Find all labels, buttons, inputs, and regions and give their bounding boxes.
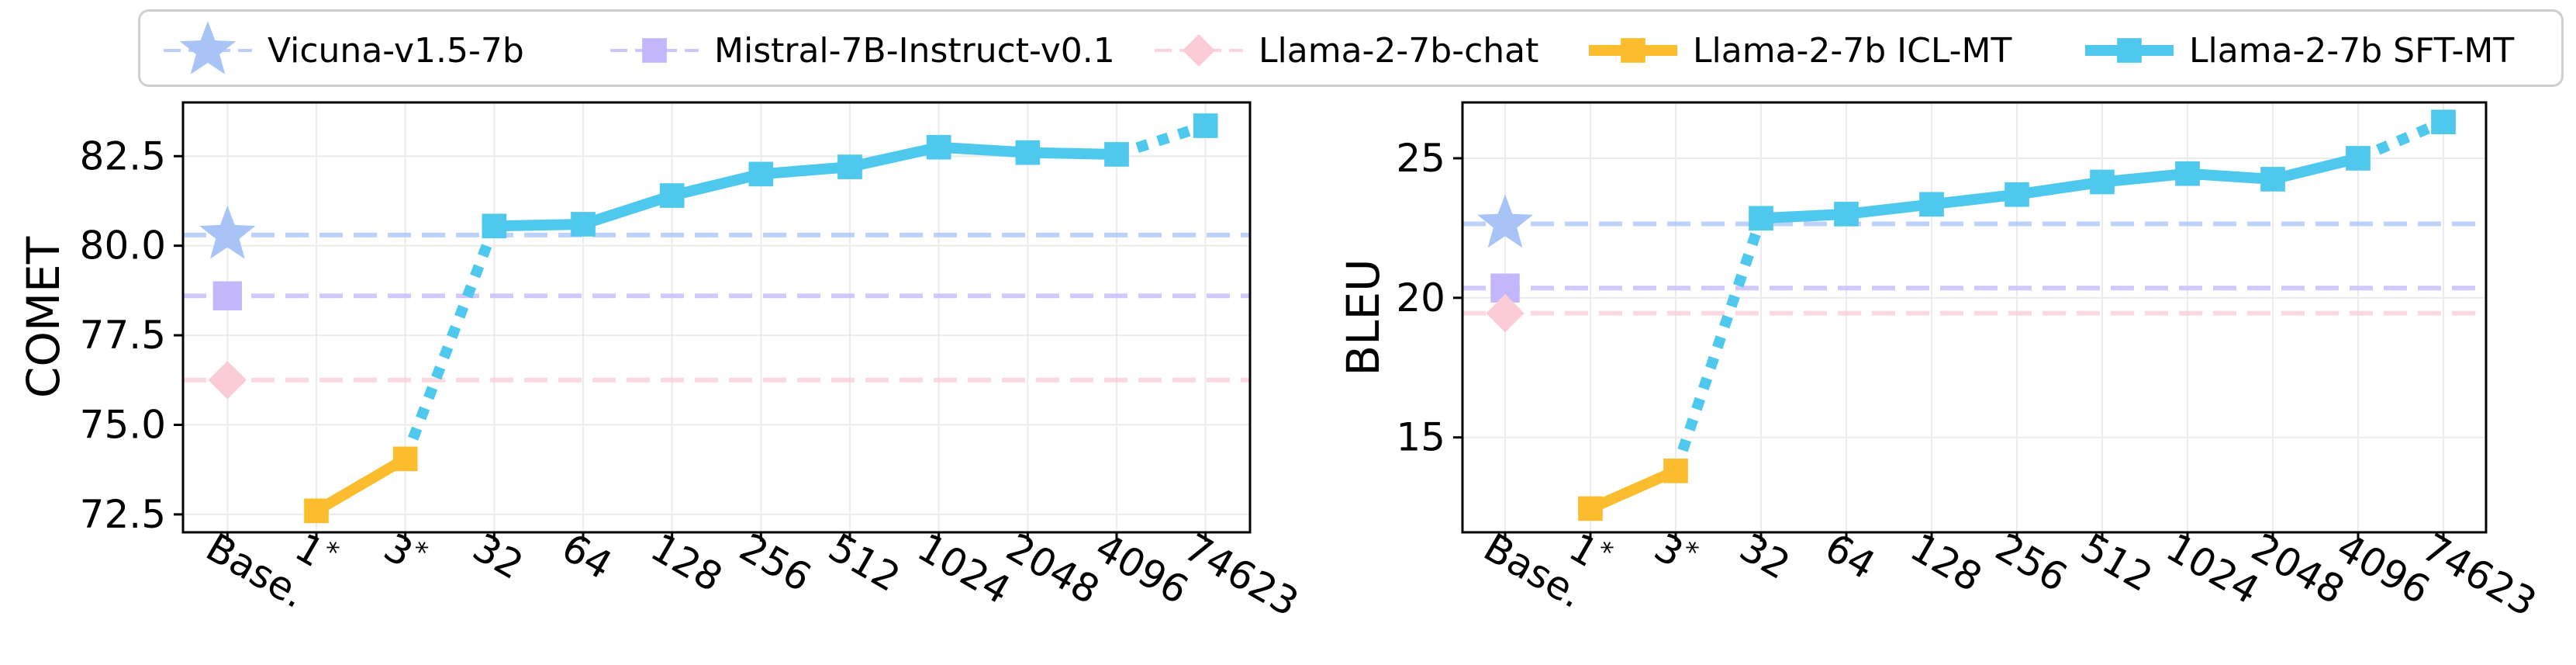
legend-label: Mistral-7B-Instruct-v0.1: [714, 30, 1115, 71]
y-axis-label: BLEU: [1337, 258, 1390, 376]
legend-marker-square-icon: [1589, 38, 1677, 63]
y-tick-label: 80.0: [80, 223, 166, 268]
legend-item-llama-2-7b-icl-mt: Llama-2-7b ICL-MT: [1583, 12, 2011, 89]
point-sft-mt: [1749, 206, 1773, 231]
y-tick-label: 25: [1396, 136, 1445, 181]
sft-last-dotted: [2356, 116, 2446, 164]
y-axis-label: COMET: [17, 236, 70, 398]
baseline-marker-mistral-7b-instruct-v0-1: [212, 281, 243, 311]
point-sft-mt: [837, 154, 862, 179]
x-tick-label: 2048: [2244, 525, 2352, 613]
x-tick-label: 1024: [2159, 525, 2267, 613]
plot-frame: [1461, 101, 2488, 534]
point-sft-mt: [1104, 142, 1129, 167]
x-tick-label: 256: [1988, 525, 2075, 601]
legend-marker-square-icon: [2085, 38, 2174, 63]
legend-marker-shape: [1621, 38, 1645, 63]
x-tick-label: 1024: [910, 525, 1017, 613]
point-sft-mt: [2005, 182, 2029, 207]
series-line-llama-2-7b-sft-mt: [494, 141, 1117, 232]
legend-marker-diamond-icon: [1155, 34, 1243, 67]
y-tick-label: 77.5: [80, 313, 166, 358]
legend-marker-shape: [2117, 38, 2142, 63]
y-tick-label: 20: [1396, 275, 1445, 320]
baseline-marker-llama-2-7b-chat: [1486, 293, 1525, 333]
sft-connector-dotted: [1670, 216, 1766, 473]
point-sft-mt: [1919, 192, 1944, 217]
point-icl-mt: [1578, 496, 1603, 521]
tick-superscript: *: [406, 535, 433, 568]
point-sft-mt: [482, 213, 507, 239]
tick-superscript: *: [1591, 535, 1618, 568]
y-tick-label: 82.5: [80, 133, 166, 178]
point-sft-mt: [926, 134, 951, 160]
legend-label: Llama-2-7b-chat: [1259, 30, 1539, 71]
legend-item-llama-2-7b-chat: Llama-2-7b-chat: [1148, 12, 1538, 89]
legend-marker-star-icon: [164, 21, 252, 74]
point-sft-mt: [2346, 146, 2371, 171]
x-tick-label: 128: [1903, 525, 1990, 601]
point-sft-mt: [1834, 202, 1859, 227]
point-icl-mt: [1663, 459, 1688, 483]
legend-label: Llama-2-7b SFT-MT: [2189, 30, 2515, 71]
legend-marker-square-icon: [610, 38, 699, 63]
tick-superscript: *: [1676, 535, 1704, 568]
x-tick-label: 128: [643, 525, 730, 601]
point-sft-mt: [1193, 113, 1218, 138]
series-line-llama-2-7b-icl-mt: [313, 454, 409, 516]
y-tick-label: 75.0: [80, 403, 166, 448]
legend-marker-shape: [642, 38, 667, 63]
sft-last-dotted: [1114, 120, 1207, 160]
sft-connector-dotted: [400, 223, 499, 461]
legend-item-llama-2-7b-sft-mt: Llama-2-7b SFT-MT: [2079, 12, 2514, 89]
x-tick-label: 64: [1818, 525, 1883, 588]
plot-frame: [181, 101, 1252, 534]
baseline-marker-vicuna-v1-5-7b: [1476, 194, 1534, 248]
x-tick-label: 4096: [1088, 525, 1196, 613]
x-tick-label: 32: [1732, 525, 1797, 588]
legend: Vicuna-v1.5-7b Mistral-7B-Instruct-v0.1 Ll…: [138, 9, 2564, 87]
series-line-llama-2-7b-sft-mt: [1760, 153, 2360, 224]
legend-label: Vicuna-v1.5-7b: [268, 30, 524, 71]
point-sft-mt: [748, 161, 774, 187]
point-sft-mt: [571, 212, 596, 237]
x-tick-label: 2048: [999, 525, 1107, 613]
point-sft-mt: [2090, 169, 2115, 195]
legend-marker-shape: [1183, 34, 1215, 67]
point-sft-mt: [659, 183, 685, 208]
x-tick-label: 4096: [2329, 525, 2437, 613]
point-icl-mt: [304, 498, 329, 524]
y-tick-label: 15: [1396, 415, 1445, 460]
x-tick-label: 74623: [1176, 525, 1306, 625]
x-tick-label: 32: [465, 525, 530, 588]
x-tick-label: 256: [732, 525, 819, 601]
x-tick-label: Base.: [1476, 525, 1591, 617]
baseline-marker-llama-2-7b-chat: [208, 361, 247, 400]
tick-superscript: *: [317, 535, 344, 568]
baseline-marker-vicuna-v1-5-7b: [199, 205, 256, 259]
y-tick-label: 72.5: [80, 492, 166, 537]
legend-marker-shape: [179, 21, 237, 74]
series-line-llama-2-7b-icl-mt: [1588, 466, 1678, 514]
point-sft-mt: [2431, 109, 2456, 135]
x-tick-label: 512: [821, 525, 908, 601]
x-tick-label: Base.: [199, 525, 313, 617]
legend-item-mistral-7b-instruct-v0-1: Mistral-7B-Instruct-v0.1: [604, 12, 1115, 89]
x-tick-label: 512: [2074, 525, 2160, 601]
point-sft-mt: [1015, 140, 1041, 165]
point-icl-mt: [392, 446, 418, 472]
legend-label: Llama-2-7b ICL-MT: [1693, 30, 2012, 71]
x-tick-label: 64: [554, 525, 620, 588]
point-sft-mt: [2175, 161, 2200, 186]
legend-item-vicuna-v1-5-7b: Vicuna-v1.5-7b: [157, 12, 524, 89]
point-sft-mt: [2260, 167, 2285, 192]
